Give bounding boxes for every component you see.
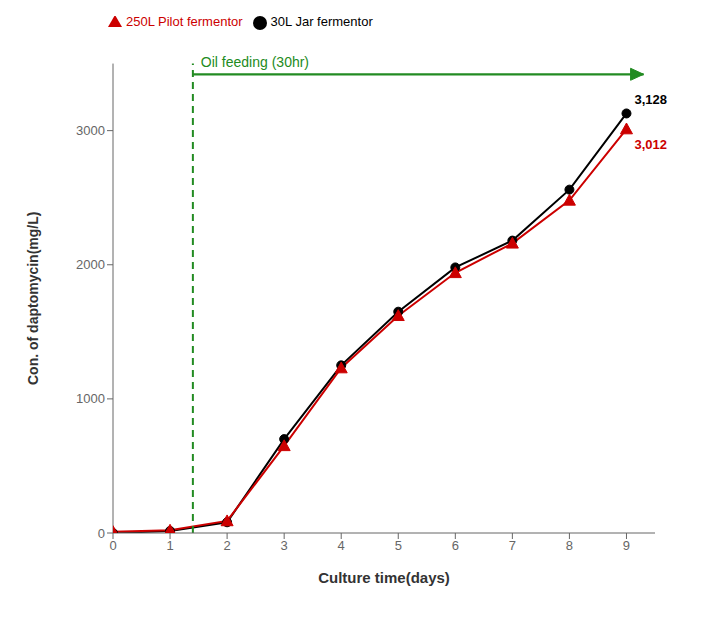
svg-text:Culture time(days): Culture time(days) — [318, 569, 450, 586]
svg-text:3000: 3000 — [76, 123, 105, 138]
svg-text:4: 4 — [338, 538, 345, 553]
svg-text:9: 9 — [623, 538, 630, 553]
svg-text:2000: 2000 — [76, 257, 105, 272]
html-text:250L Pilot fermentor: 250L Pilot fermentor — [126, 14, 243, 29]
svg-text:2: 2 — [223, 538, 230, 553]
svg-text:6: 6 — [452, 538, 459, 553]
svg-text:Con. of daptomycin(mg/L): Con. of daptomycin(mg/L) — [25, 212, 41, 385]
svg-text:7: 7 — [509, 538, 516, 553]
svg-text:8: 8 — [566, 538, 573, 553]
svg-text:0: 0 — [98, 526, 105, 541]
svg-text:Oil feeding (30hr): Oil feeding (30hr) — [201, 54, 309, 70]
svg-text:1000: 1000 — [76, 391, 105, 406]
html-text:30L Jar fermentor: 30L Jar fermentor — [270, 14, 373, 29]
svg-text:3,012: 3,012 — [634, 137, 667, 152]
svg-text:3: 3 — [281, 538, 288, 553]
svg-text:0: 0 — [109, 538, 116, 553]
svg-text:3,128: 3,128 — [634, 92, 667, 107]
svg-text:1: 1 — [166, 538, 173, 553]
svg-text:5: 5 — [395, 538, 402, 553]
